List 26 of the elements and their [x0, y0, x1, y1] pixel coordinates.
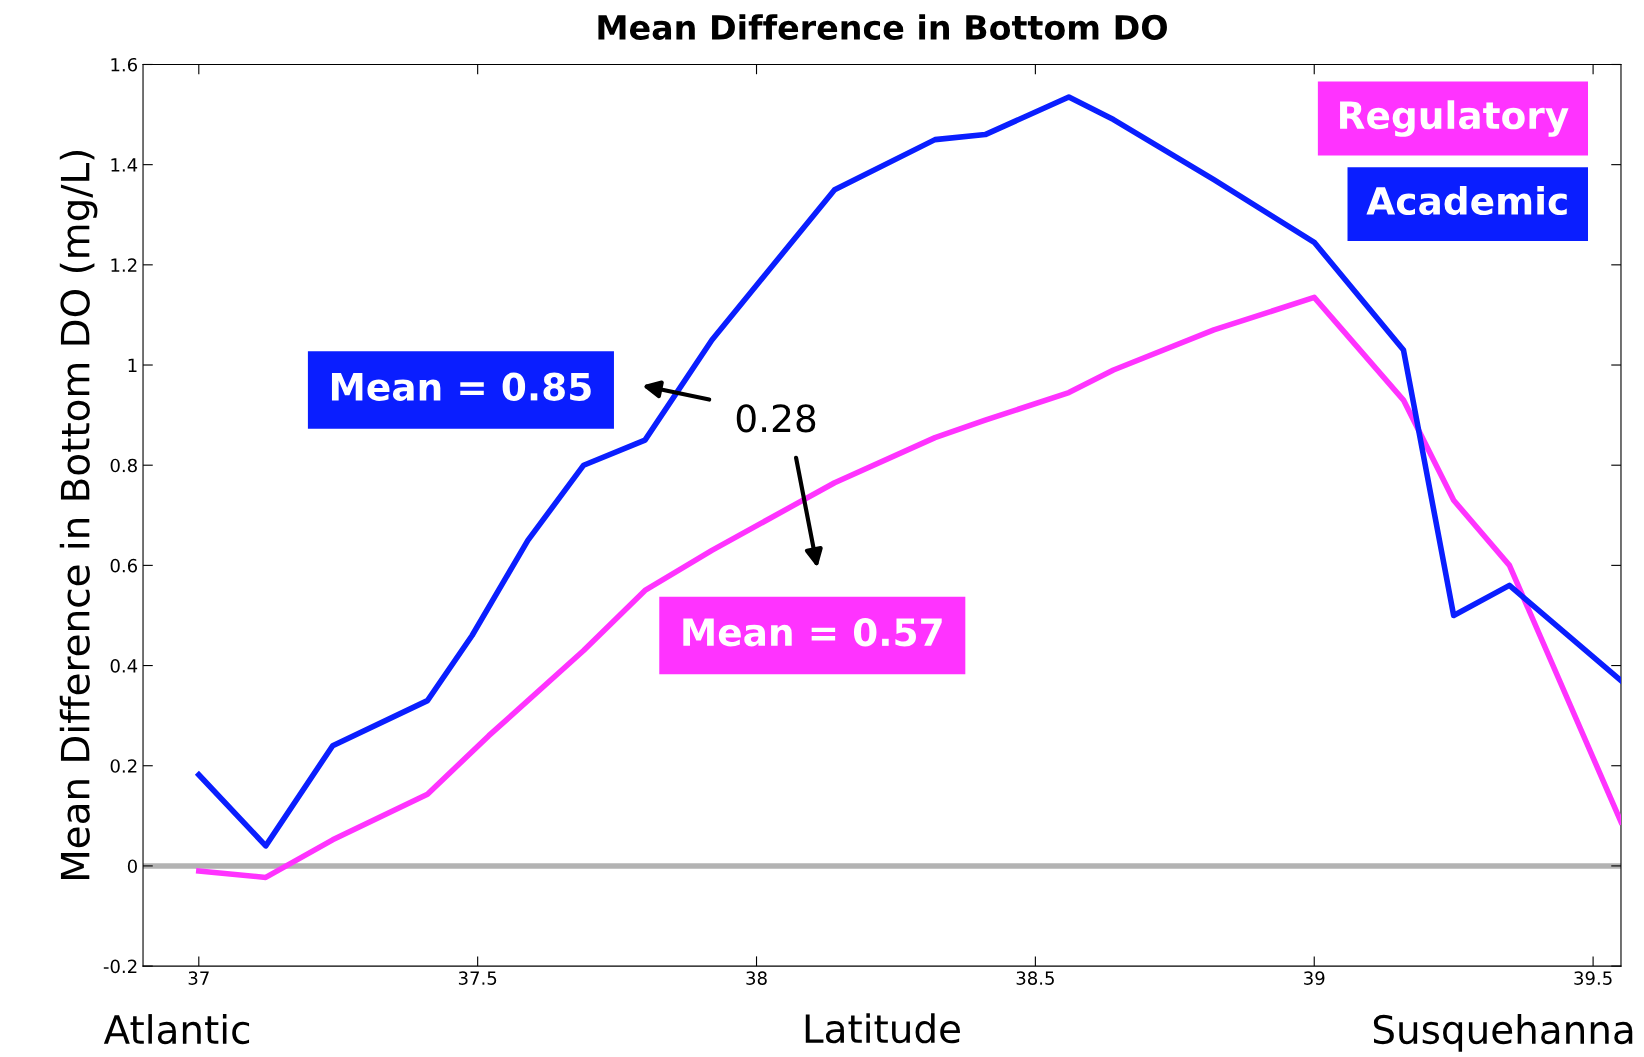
text: Susquehanna — [1373, 1014, 1633, 1052]
y-tick-label: 0.4 — [110, 659, 138, 673]
annotation: Mean = 0.85 — [331, 372, 591, 401]
chart-title: Mean Difference in Bottom DO — [598, 14, 1167, 40]
x-tick-label: 38 — [746, 971, 767, 985]
series-label: Academic — [1366, 186, 1567, 216]
y-tick-label: 1.6 — [111, 57, 138, 72]
y-axis-title: Mean Difference in Bottom DO (mg/L) — [59, 151, 98, 880]
y-tick-label: 0 — [127, 859, 137, 874]
y-tick-label: 0.8 — [110, 458, 137, 473]
text: Atlantic — [103, 1014, 250, 1045]
y-tick-label: 0.2 — [110, 759, 137, 773]
y-tick-label: -0.2 — [103, 959, 137, 974]
y-tick-label: 1 — [128, 358, 137, 372]
annotation: Mean = 0.57 — [683, 618, 942, 647]
x-tick-label: 37 — [188, 971, 209, 985]
annotation: 0.28 — [736, 404, 816, 433]
x-tick-label: 39.5 — [1574, 971, 1612, 985]
y-tick-label: 1.2 — [111, 258, 137, 272]
y-tick-label: 0.6 — [110, 558, 138, 573]
text: Regulatory — [1340, 100, 1569, 137]
x-tick-label: 38.5 — [1016, 971, 1054, 985]
y-tick-label: 1.4 — [111, 158, 138, 172]
x-tick-label: 37.5 — [458, 971, 497, 985]
x-axis-title: Latitude — [805, 1013, 960, 1044]
x-tick-label: 39 — [1304, 971, 1325, 985]
